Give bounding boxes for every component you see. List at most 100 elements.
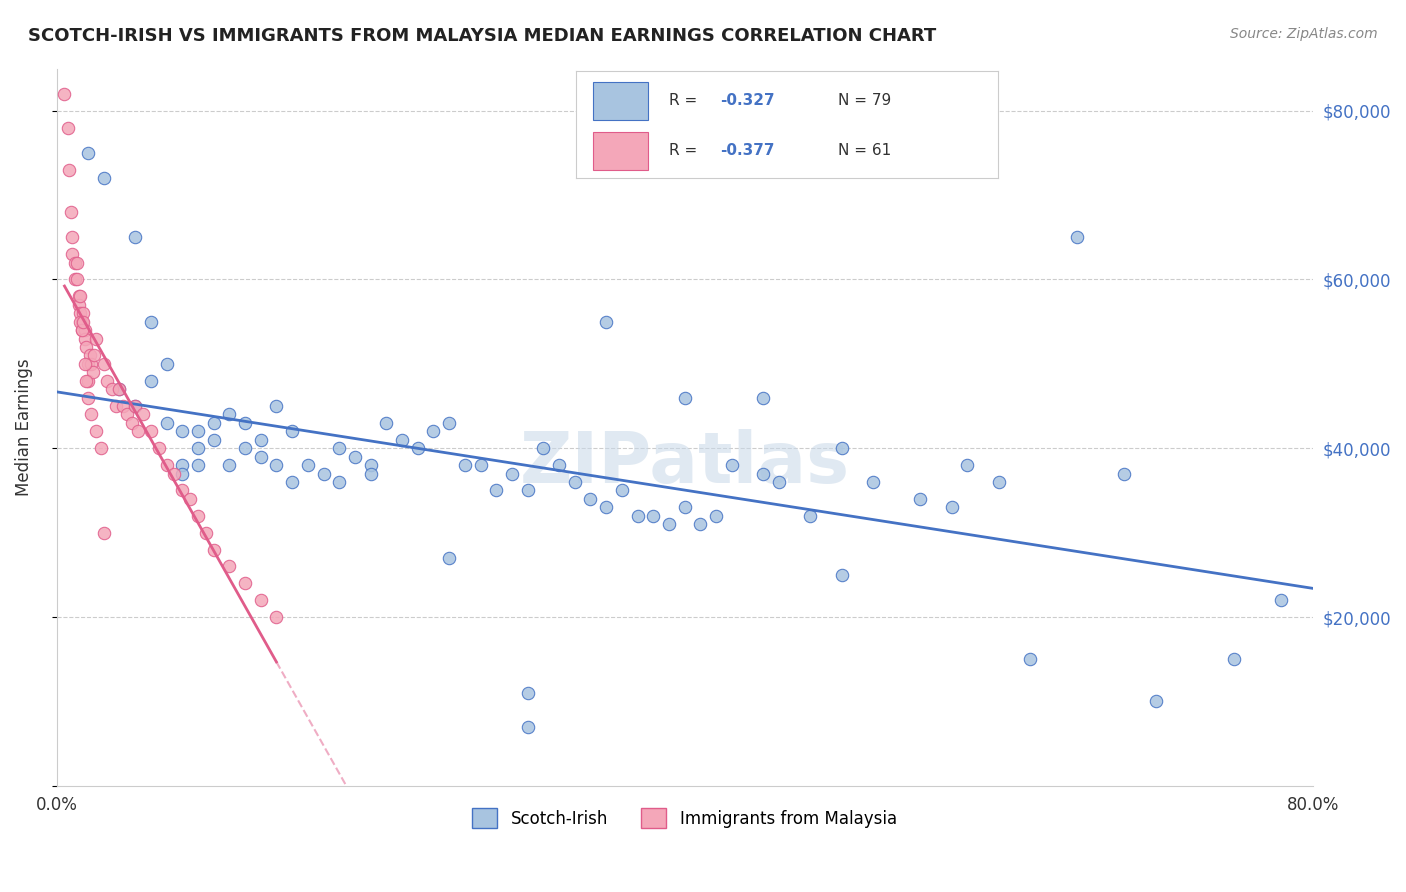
Point xyxy=(249,593,271,607)
Point xyxy=(1223,652,1246,666)
Point xyxy=(437,416,460,430)
Point xyxy=(56,120,79,135)
Point xyxy=(343,450,366,464)
Point xyxy=(218,408,240,422)
Point xyxy=(187,458,209,472)
Point xyxy=(70,323,93,337)
Point xyxy=(69,315,91,329)
Point xyxy=(59,205,82,219)
Point xyxy=(105,399,128,413)
Point xyxy=(90,442,112,456)
Point xyxy=(65,272,87,286)
Point xyxy=(187,508,209,523)
Point xyxy=(187,425,209,439)
Point xyxy=(124,399,146,413)
Point xyxy=(127,425,149,439)
Point xyxy=(72,315,94,329)
Point xyxy=(83,348,105,362)
Point xyxy=(1144,694,1167,708)
Point xyxy=(548,458,571,472)
Point xyxy=(73,357,96,371)
Point xyxy=(179,491,201,506)
Point xyxy=(266,399,288,413)
Point xyxy=(249,433,271,447)
Point xyxy=(501,467,523,481)
Point xyxy=(66,255,89,269)
Point xyxy=(831,442,853,456)
Point xyxy=(108,382,131,396)
Point xyxy=(595,315,617,329)
Point xyxy=(218,458,240,472)
Point xyxy=(163,467,186,481)
Point xyxy=(437,551,460,566)
Point xyxy=(139,425,162,439)
Point xyxy=(752,467,775,481)
Point xyxy=(108,382,131,396)
Point xyxy=(531,442,554,456)
Point xyxy=(75,340,97,354)
Point xyxy=(67,298,90,312)
Point xyxy=(155,458,177,472)
Point xyxy=(82,365,104,379)
Point xyxy=(1114,467,1136,481)
Point xyxy=(121,416,143,430)
Point xyxy=(117,408,139,422)
Point xyxy=(58,162,80,177)
Point xyxy=(69,289,91,303)
Point xyxy=(79,348,101,362)
Text: -0.377: -0.377 xyxy=(720,143,775,158)
Point xyxy=(422,425,444,439)
Point xyxy=(66,272,89,286)
Text: R =: R = xyxy=(669,93,703,108)
Point xyxy=(194,525,217,540)
FancyBboxPatch shape xyxy=(593,132,648,169)
Point xyxy=(579,491,602,506)
FancyBboxPatch shape xyxy=(593,82,648,120)
Point xyxy=(233,416,256,430)
Point xyxy=(202,542,225,557)
Point xyxy=(266,458,288,472)
Point xyxy=(218,559,240,574)
Point xyxy=(233,576,256,591)
Point xyxy=(281,425,304,439)
Point xyxy=(720,458,742,472)
Text: SCOTCH-IRISH VS IMMIGRANTS FROM MALAYSIA MEDIAN EARNINGS CORRELATION CHART: SCOTCH-IRISH VS IMMIGRANTS FROM MALAYSIA… xyxy=(28,27,936,45)
Point xyxy=(595,500,617,515)
Point xyxy=(249,450,271,464)
Point xyxy=(187,442,209,456)
Point xyxy=(77,391,100,405)
Point xyxy=(73,332,96,346)
Point xyxy=(908,491,931,506)
Point xyxy=(1019,652,1042,666)
Point xyxy=(391,433,413,447)
Point xyxy=(53,87,76,101)
Point xyxy=(84,425,107,439)
Point xyxy=(65,255,87,269)
Point xyxy=(80,357,103,371)
Point xyxy=(485,483,508,498)
Point xyxy=(111,399,134,413)
Point xyxy=(516,686,538,700)
Point xyxy=(75,374,97,388)
Point xyxy=(100,382,122,396)
Point xyxy=(139,315,162,329)
Point xyxy=(124,230,146,244)
Text: N = 61: N = 61 xyxy=(838,143,891,158)
Point xyxy=(406,442,429,456)
Text: -0.327: -0.327 xyxy=(720,93,775,108)
Point xyxy=(233,442,256,456)
Text: N = 79: N = 79 xyxy=(838,93,891,108)
Point xyxy=(60,247,83,261)
Text: R =: R = xyxy=(669,143,703,158)
Point xyxy=(297,458,319,472)
Point xyxy=(941,500,963,515)
Point xyxy=(93,525,115,540)
Point xyxy=(139,374,162,388)
Point xyxy=(67,289,90,303)
Point xyxy=(155,416,177,430)
Point xyxy=(70,323,93,337)
Point xyxy=(658,517,681,532)
Point xyxy=(202,433,225,447)
Point xyxy=(987,475,1010,489)
Point xyxy=(704,508,727,523)
